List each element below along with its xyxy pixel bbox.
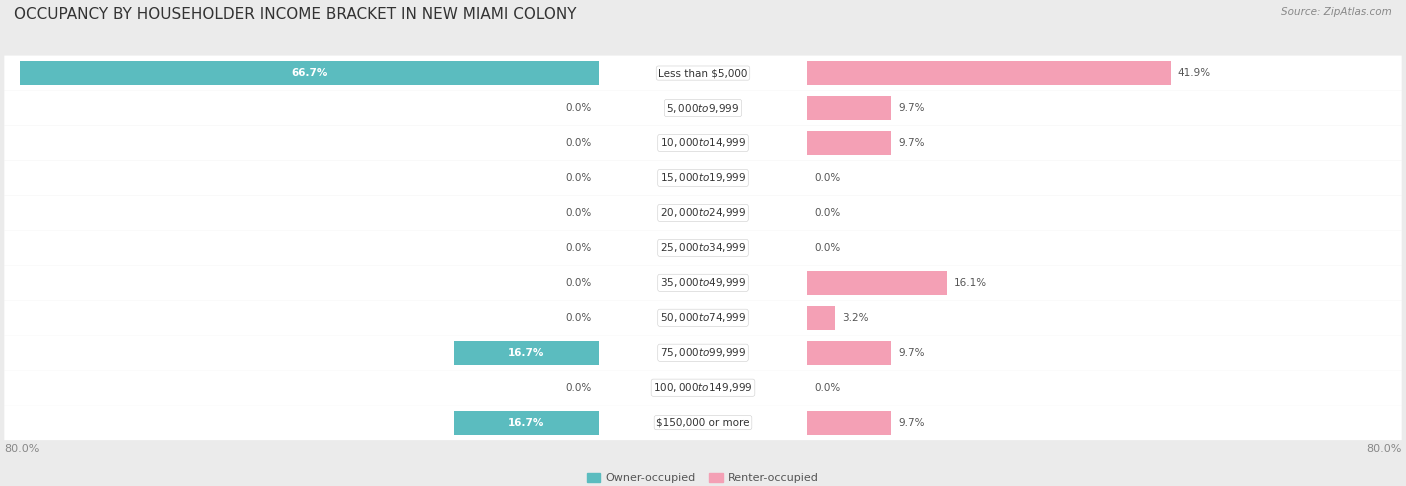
Text: 0.0%: 0.0% — [565, 208, 592, 218]
Bar — [807, 341, 891, 364]
Text: $20,000 to $24,999: $20,000 to $24,999 — [659, 207, 747, 219]
Text: $15,000 to $19,999: $15,000 to $19,999 — [659, 172, 747, 185]
Text: 0.0%: 0.0% — [565, 243, 592, 253]
Text: 0.0%: 0.0% — [565, 313, 592, 323]
FancyBboxPatch shape — [4, 405, 1402, 440]
Text: 0.0%: 0.0% — [565, 138, 592, 148]
FancyBboxPatch shape — [4, 160, 1402, 195]
Text: 16.7%: 16.7% — [508, 417, 544, 428]
Text: 9.7%: 9.7% — [898, 417, 925, 428]
FancyBboxPatch shape — [4, 230, 1402, 265]
Bar — [807, 411, 891, 434]
Text: 80.0%: 80.0% — [1367, 444, 1402, 454]
FancyBboxPatch shape — [4, 370, 1402, 405]
Bar — [807, 96, 891, 120]
Text: 0.0%: 0.0% — [814, 208, 841, 218]
Text: Less than $5,000: Less than $5,000 — [658, 68, 748, 78]
Bar — [807, 131, 891, 155]
Bar — [454, 341, 599, 364]
Text: OCCUPANCY BY HOUSEHOLDER INCOME BRACKET IN NEW MIAMI COLONY: OCCUPANCY BY HOUSEHOLDER INCOME BRACKET … — [14, 7, 576, 22]
Text: 9.7%: 9.7% — [898, 348, 925, 358]
Text: 0.0%: 0.0% — [565, 382, 592, 393]
FancyBboxPatch shape — [4, 90, 1402, 125]
Text: $35,000 to $49,999: $35,000 to $49,999 — [659, 277, 747, 289]
FancyBboxPatch shape — [4, 195, 1402, 230]
Text: Source: ZipAtlas.com: Source: ZipAtlas.com — [1281, 7, 1392, 17]
Text: $5,000 to $9,999: $5,000 to $9,999 — [666, 102, 740, 115]
FancyBboxPatch shape — [4, 265, 1402, 300]
Text: 9.7%: 9.7% — [898, 138, 925, 148]
Text: 0.0%: 0.0% — [565, 173, 592, 183]
Text: 41.9%: 41.9% — [1178, 68, 1211, 78]
Bar — [20, 61, 599, 85]
Text: $75,000 to $99,999: $75,000 to $99,999 — [659, 346, 747, 359]
Text: $10,000 to $14,999: $10,000 to $14,999 — [659, 137, 747, 150]
FancyBboxPatch shape — [4, 55, 1402, 90]
Bar — [807, 61, 1171, 85]
Text: 3.2%: 3.2% — [842, 313, 869, 323]
Text: 16.1%: 16.1% — [953, 278, 987, 288]
Text: 16.7%: 16.7% — [508, 348, 544, 358]
Text: 80.0%: 80.0% — [4, 444, 39, 454]
Text: 0.0%: 0.0% — [814, 173, 841, 183]
Bar — [807, 306, 835, 330]
Text: 0.0%: 0.0% — [814, 243, 841, 253]
Text: 0.0%: 0.0% — [814, 382, 841, 393]
Text: $50,000 to $74,999: $50,000 to $74,999 — [659, 311, 747, 324]
Legend: Owner-occupied, Renter-occupied: Owner-occupied, Renter-occupied — [582, 468, 824, 486]
Text: 0.0%: 0.0% — [565, 103, 592, 113]
FancyBboxPatch shape — [4, 300, 1402, 335]
Text: $25,000 to $34,999: $25,000 to $34,999 — [659, 242, 747, 254]
Bar — [454, 411, 599, 434]
Text: $100,000 to $149,999: $100,000 to $149,999 — [654, 381, 752, 394]
FancyBboxPatch shape — [4, 125, 1402, 160]
FancyBboxPatch shape — [4, 335, 1402, 370]
Text: 9.7%: 9.7% — [898, 103, 925, 113]
Text: $150,000 or more: $150,000 or more — [657, 417, 749, 428]
Bar — [807, 271, 946, 295]
Text: 66.7%: 66.7% — [291, 68, 328, 78]
Text: 0.0%: 0.0% — [565, 278, 592, 288]
